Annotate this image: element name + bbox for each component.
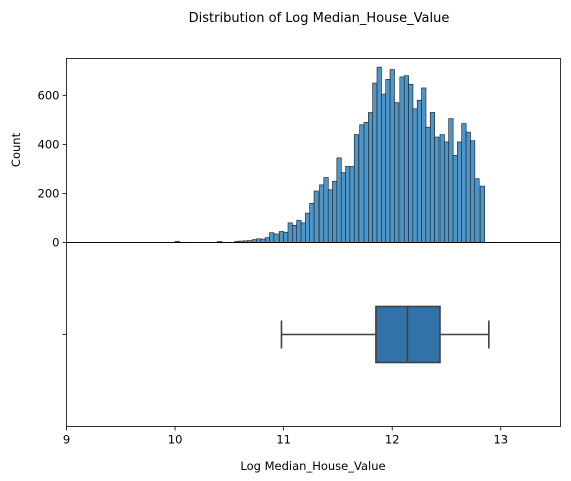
histogram-bar	[403, 75, 409, 243]
x-tick-label: 9	[63, 433, 70, 447]
boxplot	[280, 305, 490, 364]
histogram-bar	[452, 155, 458, 243]
y-tick-label: 400	[38, 137, 60, 151]
histogram-bar	[349, 166, 355, 243]
y-tick-label: 0	[52, 236, 59, 250]
histogram-bar	[273, 233, 279, 243]
histogram-bar	[385, 79, 391, 243]
histogram-bar	[421, 87, 427, 243]
histogram-bar	[292, 225, 298, 243]
histogram-bar	[372, 82, 378, 243]
histogram-bar	[368, 112, 374, 243]
histogram-bar	[363, 121, 369, 243]
histogram-bars	[174, 66, 485, 243]
histogram-bar	[381, 93, 387, 243]
histogram-bar	[319, 184, 325, 243]
histogram-bar	[444, 141, 450, 243]
histogram-bar	[429, 112, 435, 243]
histogram-bar	[287, 222, 293, 243]
histogram-bar	[376, 66, 382, 243]
histogram-bar	[389, 69, 395, 243]
histogram-bar	[408, 83, 414, 243]
boxplot-axes: 9 10 11 12 13	[62, 334, 508, 447]
histogram-bar	[416, 99, 422, 243]
y-tick-label: 200	[38, 186, 60, 200]
histogram-bar	[353, 134, 359, 243]
histogram-bar	[300, 222, 306, 243]
histogram-axes: 0 200 400 600	[38, 88, 67, 250]
histogram-y-axis-label: Count	[9, 132, 23, 167]
histogram-bar	[359, 124, 365, 243]
histogram-bar	[474, 178, 480, 243]
histogram-bar	[296, 220, 302, 243]
x-axis-label: Log Median_House_Value	[240, 459, 385, 473]
histogram-bar	[439, 134, 445, 243]
x-tick-label: 10	[168, 433, 183, 447]
histogram-bar	[269, 232, 275, 243]
histogram-bar	[251, 239, 257, 243]
histogram-bar	[340, 172, 346, 243]
histogram-bar	[332, 180, 338, 243]
histogram-bar	[313, 190, 319, 243]
x-tick-label: 11	[276, 433, 291, 447]
histogram-bar	[345, 166, 351, 243]
histogram-bar	[336, 157, 342, 243]
x-tick-label: 13	[493, 433, 508, 447]
histogram-bar	[412, 108, 418, 243]
histogram-bar	[278, 231, 285, 243]
histogram-bar	[260, 238, 266, 243]
histogram-bar	[461, 123, 467, 243]
boxplot-frame	[66, 242, 561, 427]
histogram-bar	[399, 76, 405, 243]
histogram-bar	[394, 102, 400, 243]
histogram-bar	[479, 185, 485, 243]
histogram-bar	[434, 136, 440, 243]
histogram-bar	[327, 189, 333, 243]
histogram-bar	[323, 177, 329, 243]
histogram-bar	[305, 212, 311, 243]
histogram-bar	[309, 202, 315, 243]
histogram-bar	[425, 126, 431, 243]
histogram-bar	[264, 237, 270, 243]
histogram-bar	[448, 118, 454, 243]
x-tick-label: 12	[385, 433, 400, 447]
chart-title: Distribution of Log Median_House_Value	[189, 11, 450, 26]
histogram-bar	[465, 131, 471, 243]
histogram-bar	[283, 231, 289, 243]
histogram-bar	[470, 140, 476, 243]
histogram-bar	[457, 141, 463, 243]
y-tick-label: 600	[38, 88, 60, 102]
histogram-bar	[256, 238, 262, 243]
